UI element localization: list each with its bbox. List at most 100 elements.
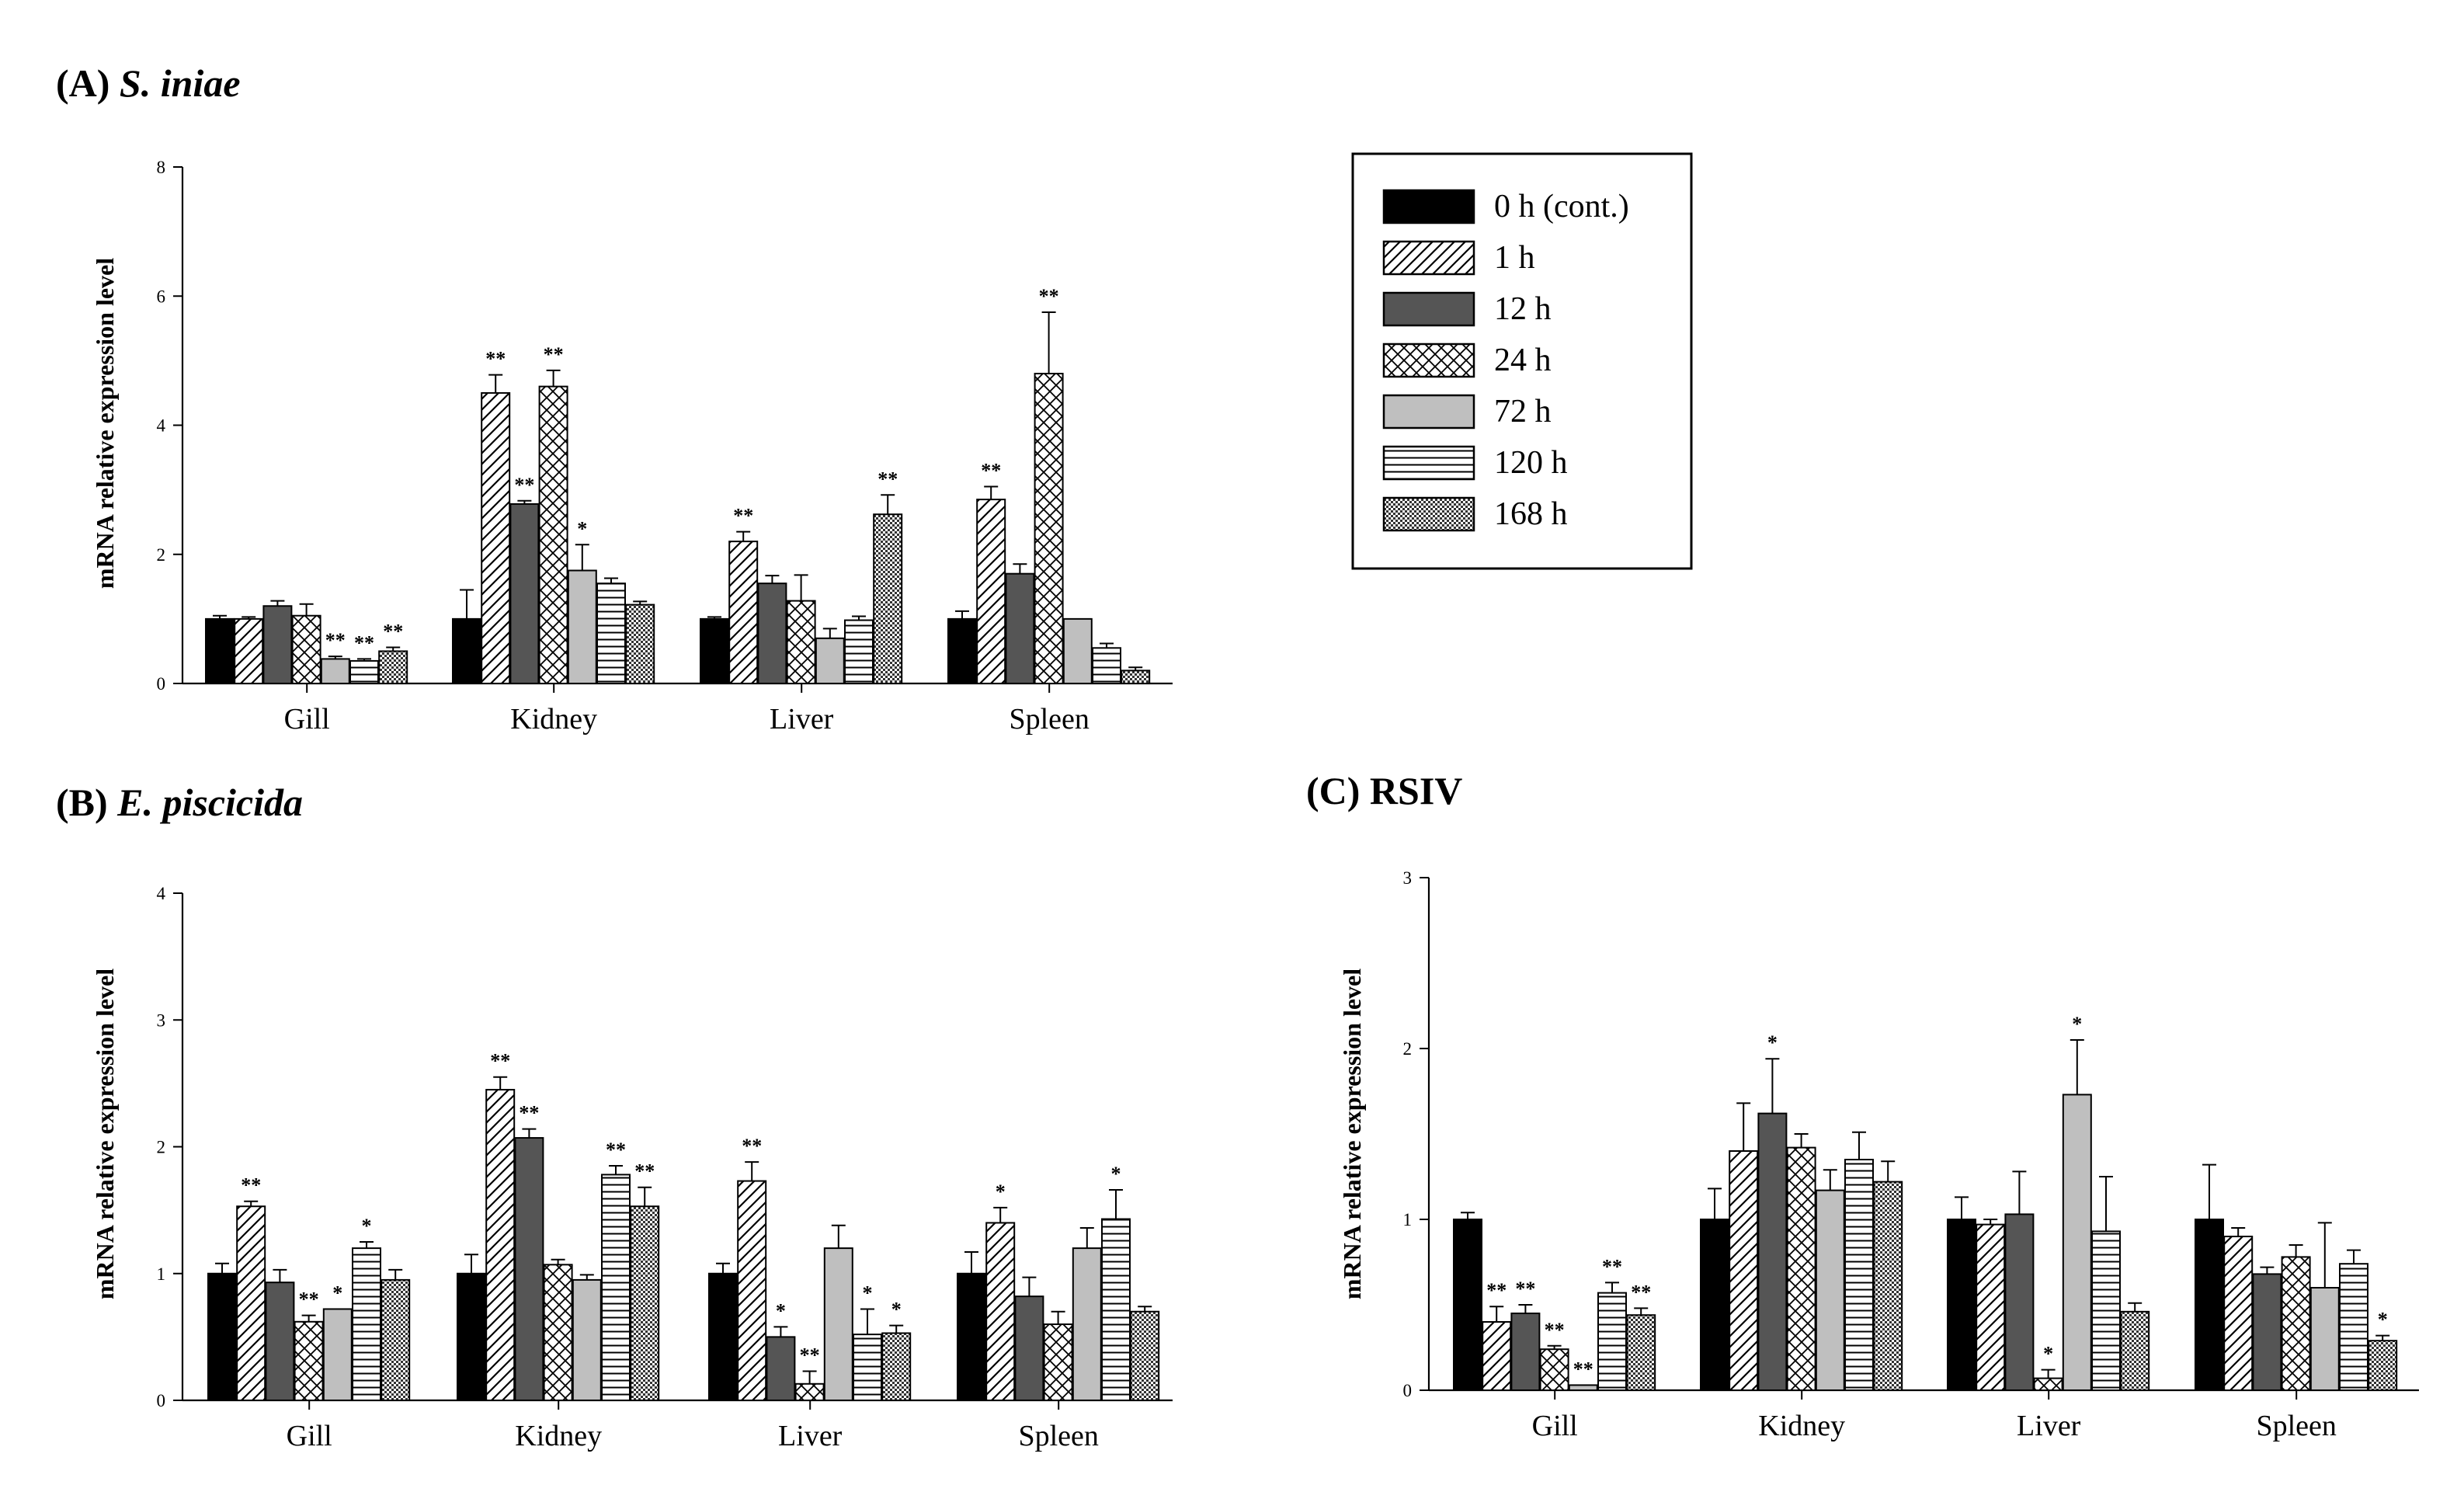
panel-a-title: (A) S. iniae — [56, 61, 241, 105]
y-tick-label: 3 — [1403, 868, 1413, 888]
bar-liver-2 — [757, 583, 787, 684]
bar-liver-4 — [823, 1247, 853, 1401]
bar-gill-2 — [262, 605, 293, 684]
significance-mark: * — [2043, 1343, 2053, 1365]
bar-kidney-2 — [509, 503, 540, 684]
legend: 0 h (cont.) 1 h 12 h 24 h 72 h 120 h 168 h — [1351, 152, 1693, 570]
significance-mark: ** — [800, 1344, 820, 1366]
significance-mark: ** — [1486, 1279, 1507, 1302]
panel-a-letter: (A) — [56, 61, 109, 105]
bar-gill-6 — [381, 1278, 411, 1401]
bar-kidney-4 — [567, 569, 597, 684]
y-tick-label: 2 — [1403, 1039, 1413, 1059]
bar-gill-0 — [205, 617, 235, 684]
bar-gill-6 — [378, 650, 408, 684]
significance-mark: * — [1767, 1031, 1778, 1054]
y-tick-label: 1 — [1403, 1210, 1413, 1229]
y-tick-label: 2 — [157, 1138, 166, 1157]
bar-spleen-2 — [2252, 1273, 2282, 1392]
bar-kidney-2 — [514, 1137, 544, 1401]
panel-a: (A) S. iniae mRNA relative expression le… — [56, 61, 1173, 736]
y-tick-label: 4 — [157, 884, 166, 903]
bar-kidney-0 — [452, 617, 481, 684]
bar-spleen-5 — [1092, 647, 1121, 684]
bar-liver-0 — [1947, 1219, 1976, 1391]
y-tick-label: 0 — [157, 674, 166, 694]
legend-swatch — [1382, 291, 1475, 327]
significance-mark: ** — [1545, 1319, 1565, 1341]
significance-mark: * — [332, 1282, 342, 1304]
bar-spleen-3 — [1043, 1323, 1073, 1402]
bar-liver-3 — [2033, 1377, 2063, 1391]
category-label: Gill — [287, 1420, 332, 1452]
bar-spleen-1 — [2223, 1236, 2254, 1391]
bar-kidney-3 — [1786, 1146, 1816, 1391]
bar-gill-4 — [320, 658, 350, 684]
significance-mark: * — [891, 1299, 902, 1321]
panel-b-name: E. piscicida — [116, 781, 303, 824]
bar-spleen-3 — [1034, 373, 1064, 684]
panel-c-ylabel: mRNA relative expression level — [1338, 969, 1366, 1299]
panel-b-ylabel: mRNA relative expression level — [91, 969, 119, 1299]
panel-b: (B) E. piscicida mRNA relative expressio… — [56, 781, 1173, 1452]
category-label: Kidney — [515, 1420, 602, 1452]
panel-a-ylabel: mRNA relative expression level — [91, 258, 119, 589]
y-tick-label: 1 — [157, 1264, 166, 1284]
bar-gill-1 — [234, 617, 264, 684]
significance-mark: ** — [325, 629, 346, 652]
y-tick-label: 8 — [157, 158, 166, 177]
legend-label: 168 h — [1494, 496, 1568, 532]
bar-liver-1 — [737, 1180, 767, 1401]
bar-kidney-4 — [572, 1278, 602, 1401]
legend-label: 0 h (cont.) — [1494, 189, 1629, 224]
legend-swatch — [1382, 343, 1475, 378]
panel-b-title: (B) E. piscicida — [56, 781, 303, 824]
bar-gill-1 — [236, 1205, 266, 1402]
significance-mark: ** — [1039, 285, 1059, 308]
category-label: Gill — [1532, 1410, 1578, 1442]
legend-label: 24 h — [1494, 343, 1552, 378]
bar-spleen-5 — [1101, 1218, 1131, 1401]
significance-mark: ** — [241, 1174, 261, 1197]
legend-label: 72 h — [1494, 394, 1552, 430]
bar-liver-1 — [728, 541, 759, 684]
significance-mark: ** — [519, 1102, 539, 1125]
bar-gill-3 — [1539, 1348, 1569, 1391]
bar-liver-6 — [881, 1332, 912, 1402]
significance-mark: * — [996, 1181, 1006, 1203]
bar-liver-4 — [815, 637, 845, 684]
legend-swatch — [1382, 240, 1475, 276]
significance-mark: * — [362, 1215, 372, 1237]
significance-mark: * — [2378, 1309, 2388, 1331]
bar-liver-0 — [708, 1272, 738, 1401]
significance-mark: ** — [490, 1050, 510, 1073]
significance-mark: * — [577, 517, 587, 540]
bar-gill-5 — [349, 659, 379, 684]
bar-spleen-4 — [1062, 617, 1093, 684]
bar-spleen-0 — [947, 617, 977, 684]
bar-spleen-0 — [957, 1272, 986, 1401]
significance-mark: ** — [742, 1135, 762, 1157]
bar-liver-2 — [2004, 1213, 2035, 1392]
category-label: Kidney — [510, 703, 597, 736]
bar-gill-4 — [1568, 1384, 1598, 1392]
bar-kidney-5 — [596, 583, 626, 684]
bar-kidney-0 — [457, 1272, 486, 1401]
bar-gill-1 — [1482, 1321, 1512, 1391]
significance-mark: ** — [1515, 1278, 1535, 1300]
bar-liver-3 — [786, 600, 816, 684]
bar-liver-2 — [766, 1336, 796, 1401]
significance-mark: ** — [606, 1139, 626, 1161]
bar-gill-2 — [1510, 1313, 1541, 1391]
legend-swatch — [1382, 189, 1475, 224]
bar-gill-5 — [1597, 1292, 1627, 1391]
significance-mark: ** — [1631, 1281, 1651, 1303]
category-label: Liver — [778, 1420, 843, 1452]
bar-kidney-0 — [1700, 1219, 1729, 1391]
bar-kidney-5 — [601, 1174, 631, 1402]
bar-spleen-0 — [2195, 1219, 2224, 1391]
significance-mark: ** — [299, 1289, 319, 1311]
bar-liver-3 — [794, 1382, 825, 1401]
significance-mark: ** — [878, 468, 898, 490]
